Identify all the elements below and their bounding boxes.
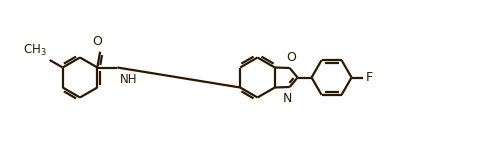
Text: F: F <box>366 71 373 84</box>
Text: NH: NH <box>120 72 137 86</box>
Text: N: N <box>282 92 292 105</box>
Text: O: O <box>92 35 102 48</box>
Text: O: O <box>286 51 296 64</box>
Text: CH$_3$: CH$_3$ <box>24 43 47 58</box>
